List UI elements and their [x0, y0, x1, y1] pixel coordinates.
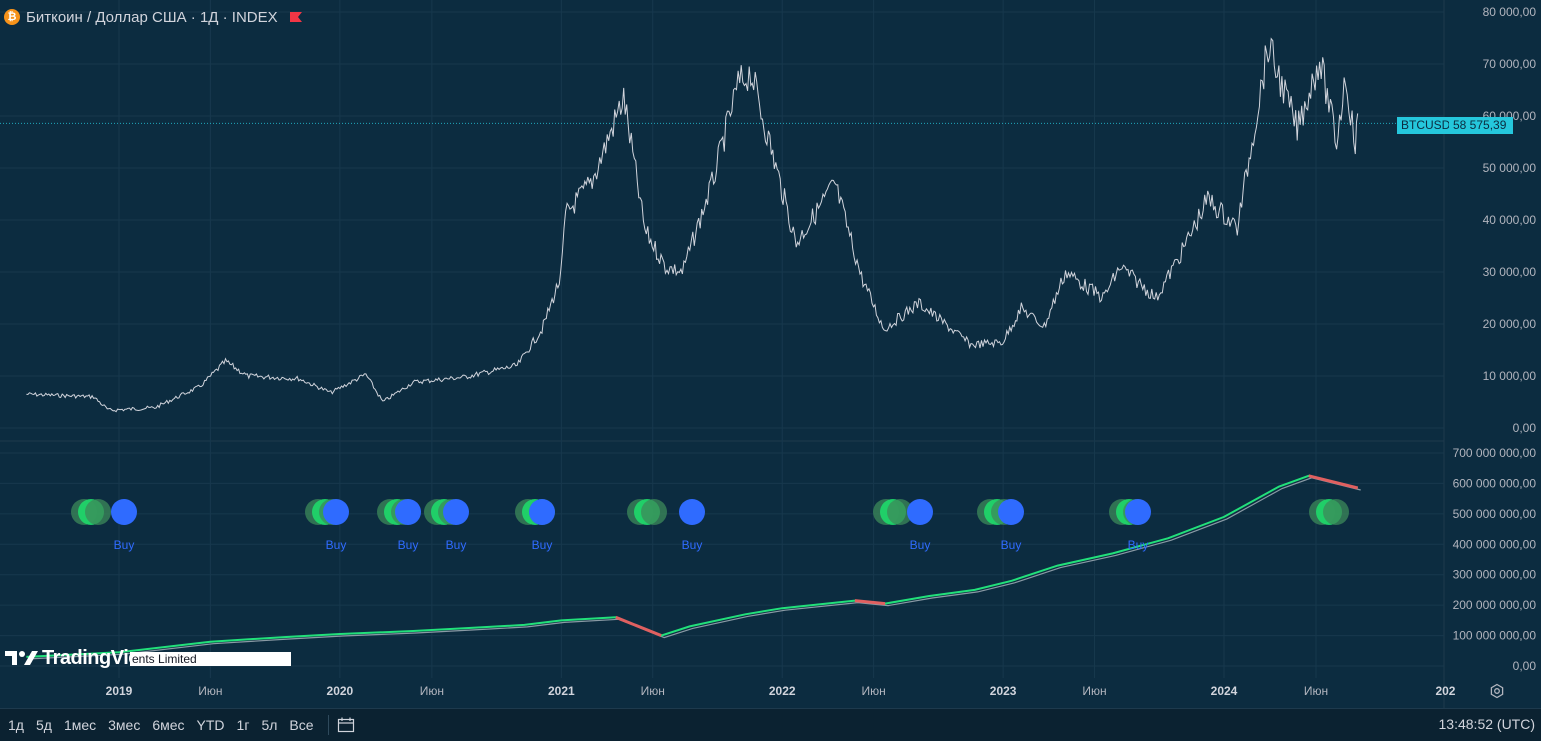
time-axis-label: 2023	[990, 684, 1017, 698]
btc-price-line	[26, 39, 1357, 412]
flag-icon[interactable]	[290, 12, 302, 22]
indicator-axis-label: 200 000 000,00	[1453, 598, 1537, 612]
signal-bubble-green	[641, 499, 667, 525]
time-axis-label: 2020	[327, 684, 354, 698]
range-all-button[interactable]: Все	[283, 717, 319, 733]
time-axis-label: Июн	[420, 684, 444, 698]
range-1d-button[interactable]: 1д	[2, 717, 30, 733]
time-axis-label: 2019	[106, 684, 133, 698]
signal-buy-label: Buy	[1001, 538, 1022, 552]
attribution-note: ents Limited	[130, 652, 291, 666]
range-6m-button[interactable]: 6мес	[146, 717, 190, 733]
price-axis-label: 80 000,00	[1483, 5, 1537, 19]
signal-bubble-green	[1323, 499, 1349, 525]
time-axis-label: 202	[1435, 684, 1455, 698]
price-axis-label: 20 000,00	[1483, 317, 1537, 331]
signal-buy-label: Buy	[1128, 538, 1149, 552]
range-5d-button[interactable]: 5д	[30, 717, 58, 733]
range-ytd-button[interactable]: YTD	[191, 717, 231, 733]
range-5y-button[interactable]: 5л	[255, 717, 283, 733]
signal-bubble-blue	[529, 499, 555, 525]
indicator-axis-label: 300 000 000,00	[1453, 568, 1537, 582]
indicator-axis-label: 100 000 000,00	[1453, 629, 1537, 643]
time-axis-label: 2024	[1211, 684, 1238, 698]
time-axis-label: Июн	[198, 684, 222, 698]
price-axis-label: 0,00	[1513, 421, 1537, 435]
signal-bubble-blue	[443, 499, 469, 525]
signal-buy-label: Buy	[326, 538, 347, 552]
utc-clock[interactable]: 13:48:52 (UTC)	[1439, 716, 1535, 732]
price-tag-symbol: BTCUSD	[1397, 117, 1454, 134]
settings-gear-icon[interactable]	[1489, 683, 1505, 699]
signal-bubble-green	[85, 499, 111, 525]
signal-bubble-blue	[679, 499, 705, 525]
signal-bubble-blue	[395, 499, 421, 525]
indicator-axis-label: 500 000 000,00	[1453, 507, 1537, 521]
indicator-axis-label: 0,00	[1513, 659, 1537, 673]
indicator-axis-label: 600 000 000,00	[1453, 476, 1537, 490]
signal-bubble-blue	[998, 499, 1024, 525]
time-axis-label: Июн	[1082, 684, 1106, 698]
symbol-title[interactable]: Биткоин / Доллар США · 1Д · INDEX	[26, 9, 278, 26]
signal-buy-label: Buy	[682, 538, 703, 552]
time-axis-label: Июн	[861, 684, 885, 698]
price-axis-label: 70 000,00	[1483, 57, 1537, 71]
signal-buy-label: Buy	[398, 538, 419, 552]
indicator-axis-label: 700 000 000,00	[1453, 446, 1537, 460]
signal-bubble-blue	[907, 499, 933, 525]
tradingview-icon	[4, 649, 40, 667]
symbol-header: ₿ Биткоин / Доллар США · 1Д · INDEX	[4, 6, 302, 28]
signal-bubble-blue	[111, 499, 137, 525]
price-tag-value: 58 575,39	[1449, 117, 1513, 134]
calendar-range-icon[interactable]	[337, 717, 355, 733]
range-1y-button[interactable]: 1г	[231, 717, 256, 733]
signal-buy-label: Buy	[446, 538, 467, 552]
time-axis-label: Июн	[1304, 684, 1328, 698]
indicator-axis-label: 400 000 000,00	[1453, 537, 1537, 551]
time-axis-label: 2022	[769, 684, 796, 698]
signal-bubble-blue	[1125, 499, 1151, 525]
range-3m-button[interactable]: 3мес	[102, 717, 146, 733]
toolbar-divider	[328, 715, 329, 735]
range-1m-button[interactable]: 1мес	[58, 717, 102, 733]
time-axis-label: Июн	[641, 684, 665, 698]
signal-buy-label: Buy	[114, 538, 135, 552]
signal-buy-label: Buy	[532, 538, 553, 552]
price-axis-label: 10 000,00	[1483, 369, 1537, 383]
price-axis-label: 30 000,00	[1483, 265, 1537, 279]
bottom-toolbar: 1д 5д 1мес 3мес 6мес YTD 1г 5л Все 13:48…	[0, 708, 1541, 741]
time-axis-label: 2021	[548, 684, 575, 698]
signal-bubble-blue	[323, 499, 349, 525]
price-axis-label: 40 000,00	[1483, 213, 1537, 227]
bitcoin-icon: ₿	[4, 9, 20, 25]
signal-buy-label: Buy	[910, 538, 931, 552]
price-axis-label: 50 000,00	[1483, 161, 1537, 175]
indicator-down-segment	[616, 617, 661, 635]
